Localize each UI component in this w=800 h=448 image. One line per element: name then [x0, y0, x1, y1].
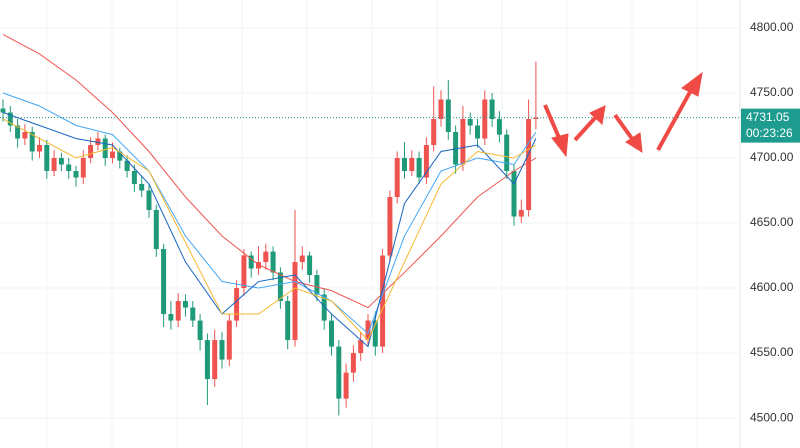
y-tick-label: 4500.00: [750, 410, 794, 424]
candle-body: [372, 320, 378, 347]
candle-body: [58, 158, 64, 165]
candle-body: [380, 255, 386, 347]
candle-body: [402, 158, 407, 172]
candle-body: [44, 144, 50, 172]
candle-body: [526, 118, 532, 211]
candle-body: [460, 118, 466, 165]
arrow: [543, 104, 562, 141]
candle-body: [161, 249, 167, 315]
arrow-head: [589, 105, 606, 125]
candle-body: [131, 171, 137, 185]
candle-body: [336, 346, 342, 399]
candle-body: [226, 320, 232, 360]
candle-body: [416, 158, 422, 178]
candle-body: [321, 294, 327, 321]
candle-body: [431, 118, 437, 145]
candle-body: [518, 210, 524, 217]
moving-average: [2, 112, 537, 348]
candle-body: [475, 125, 480, 139]
candle-body: [66, 164, 72, 172]
countdown: 00:23:26: [746, 126, 793, 140]
price-tag: [741, 108, 800, 143]
candle-body: [219, 340, 225, 360]
candle-body: [22, 131, 28, 139]
candle-body: [358, 340, 364, 354]
candle-body: [394, 158, 400, 198]
candle-body: [88, 144, 94, 159]
candle-body: [511, 171, 517, 217]
candle-body: [270, 251, 276, 273]
candle-body: [175, 301, 181, 321]
y-tick-label: 4700.00: [750, 150, 794, 164]
candle-body: [445, 99, 451, 132]
candle-body: [285, 301, 291, 341]
candle-body: [183, 301, 188, 308]
candle-body: [117, 151, 123, 161]
forecast-arrows: [543, 71, 703, 158]
candle-body: [350, 353, 356, 373]
candle-body: [146, 190, 152, 211]
candle-body: [343, 372, 349, 399]
candle-body: [387, 197, 393, 256]
candle-body: [482, 99, 488, 139]
candle-body: [51, 158, 57, 172]
arrow: [656, 91, 692, 151]
candle-body: [467, 118, 473, 126]
candle-body: [489, 99, 495, 119]
y-tick-label: 4750.00: [750, 85, 794, 99]
candle-body: [80, 158, 86, 178]
arrow: [573, 116, 597, 142]
candle-body: [263, 251, 269, 263]
candle-body: [409, 158, 415, 172]
candle-body: [504, 134, 510, 172]
candle-body: [204, 340, 210, 380]
arrow: [613, 113, 635, 142]
candle-body: [15, 125, 21, 139]
arrow-head: [625, 132, 643, 153]
candle-body: [29, 131, 35, 152]
candle-body: [212, 340, 218, 380]
candle-body: [139, 184, 145, 191]
candle-body: [73, 171, 79, 178]
candle-body: [277, 272, 283, 302]
candle-body: [256, 262, 261, 269]
candle-body: [248, 255, 254, 269]
candle-body: [423, 144, 429, 178]
candle-body: [190, 307, 196, 321]
moving-average: [2, 34, 537, 309]
candle-body: [234, 288, 240, 321]
candle-body: [314, 275, 320, 295]
time-grid: [46, 0, 698, 448]
candle-body: [124, 160, 130, 172]
candle-body: [110, 151, 115, 159]
candle-body: [0, 108, 6, 113]
candle-body: [168, 314, 174, 321]
candle-body: [299, 255, 305, 263]
y-tick-label: 4650.00: [750, 215, 794, 229]
candle-body: [102, 138, 108, 159]
moving-average: [2, 118, 537, 341]
arrow-head: [681, 71, 703, 97]
y-tick-label: 4800.00: [750, 20, 794, 34]
candle-body: [197, 320, 203, 341]
y-tick-label: 4550.00: [750, 345, 794, 359]
candle-body: [307, 255, 313, 276]
candle-body: [365, 320, 371, 341]
candle-body: [37, 144, 42, 152]
candle-body: [453, 131, 459, 165]
candle-body: [533, 117, 539, 119]
price-label: 4731.05: [746, 110, 790, 124]
y-tick-label: 4600.00: [750, 280, 794, 294]
moving-average: [2, 92, 537, 335]
candle-body: [292, 262, 298, 341]
candle-body: [438, 99, 444, 119]
candle-body: [7, 112, 13, 126]
candle-body: [153, 210, 159, 250]
candle-body: [95, 138, 101, 145]
arrow-head: [551, 133, 569, 158]
candle-body: [329, 320, 334, 347]
candle-body: [496, 118, 502, 135]
candle-body: [241, 255, 247, 289]
